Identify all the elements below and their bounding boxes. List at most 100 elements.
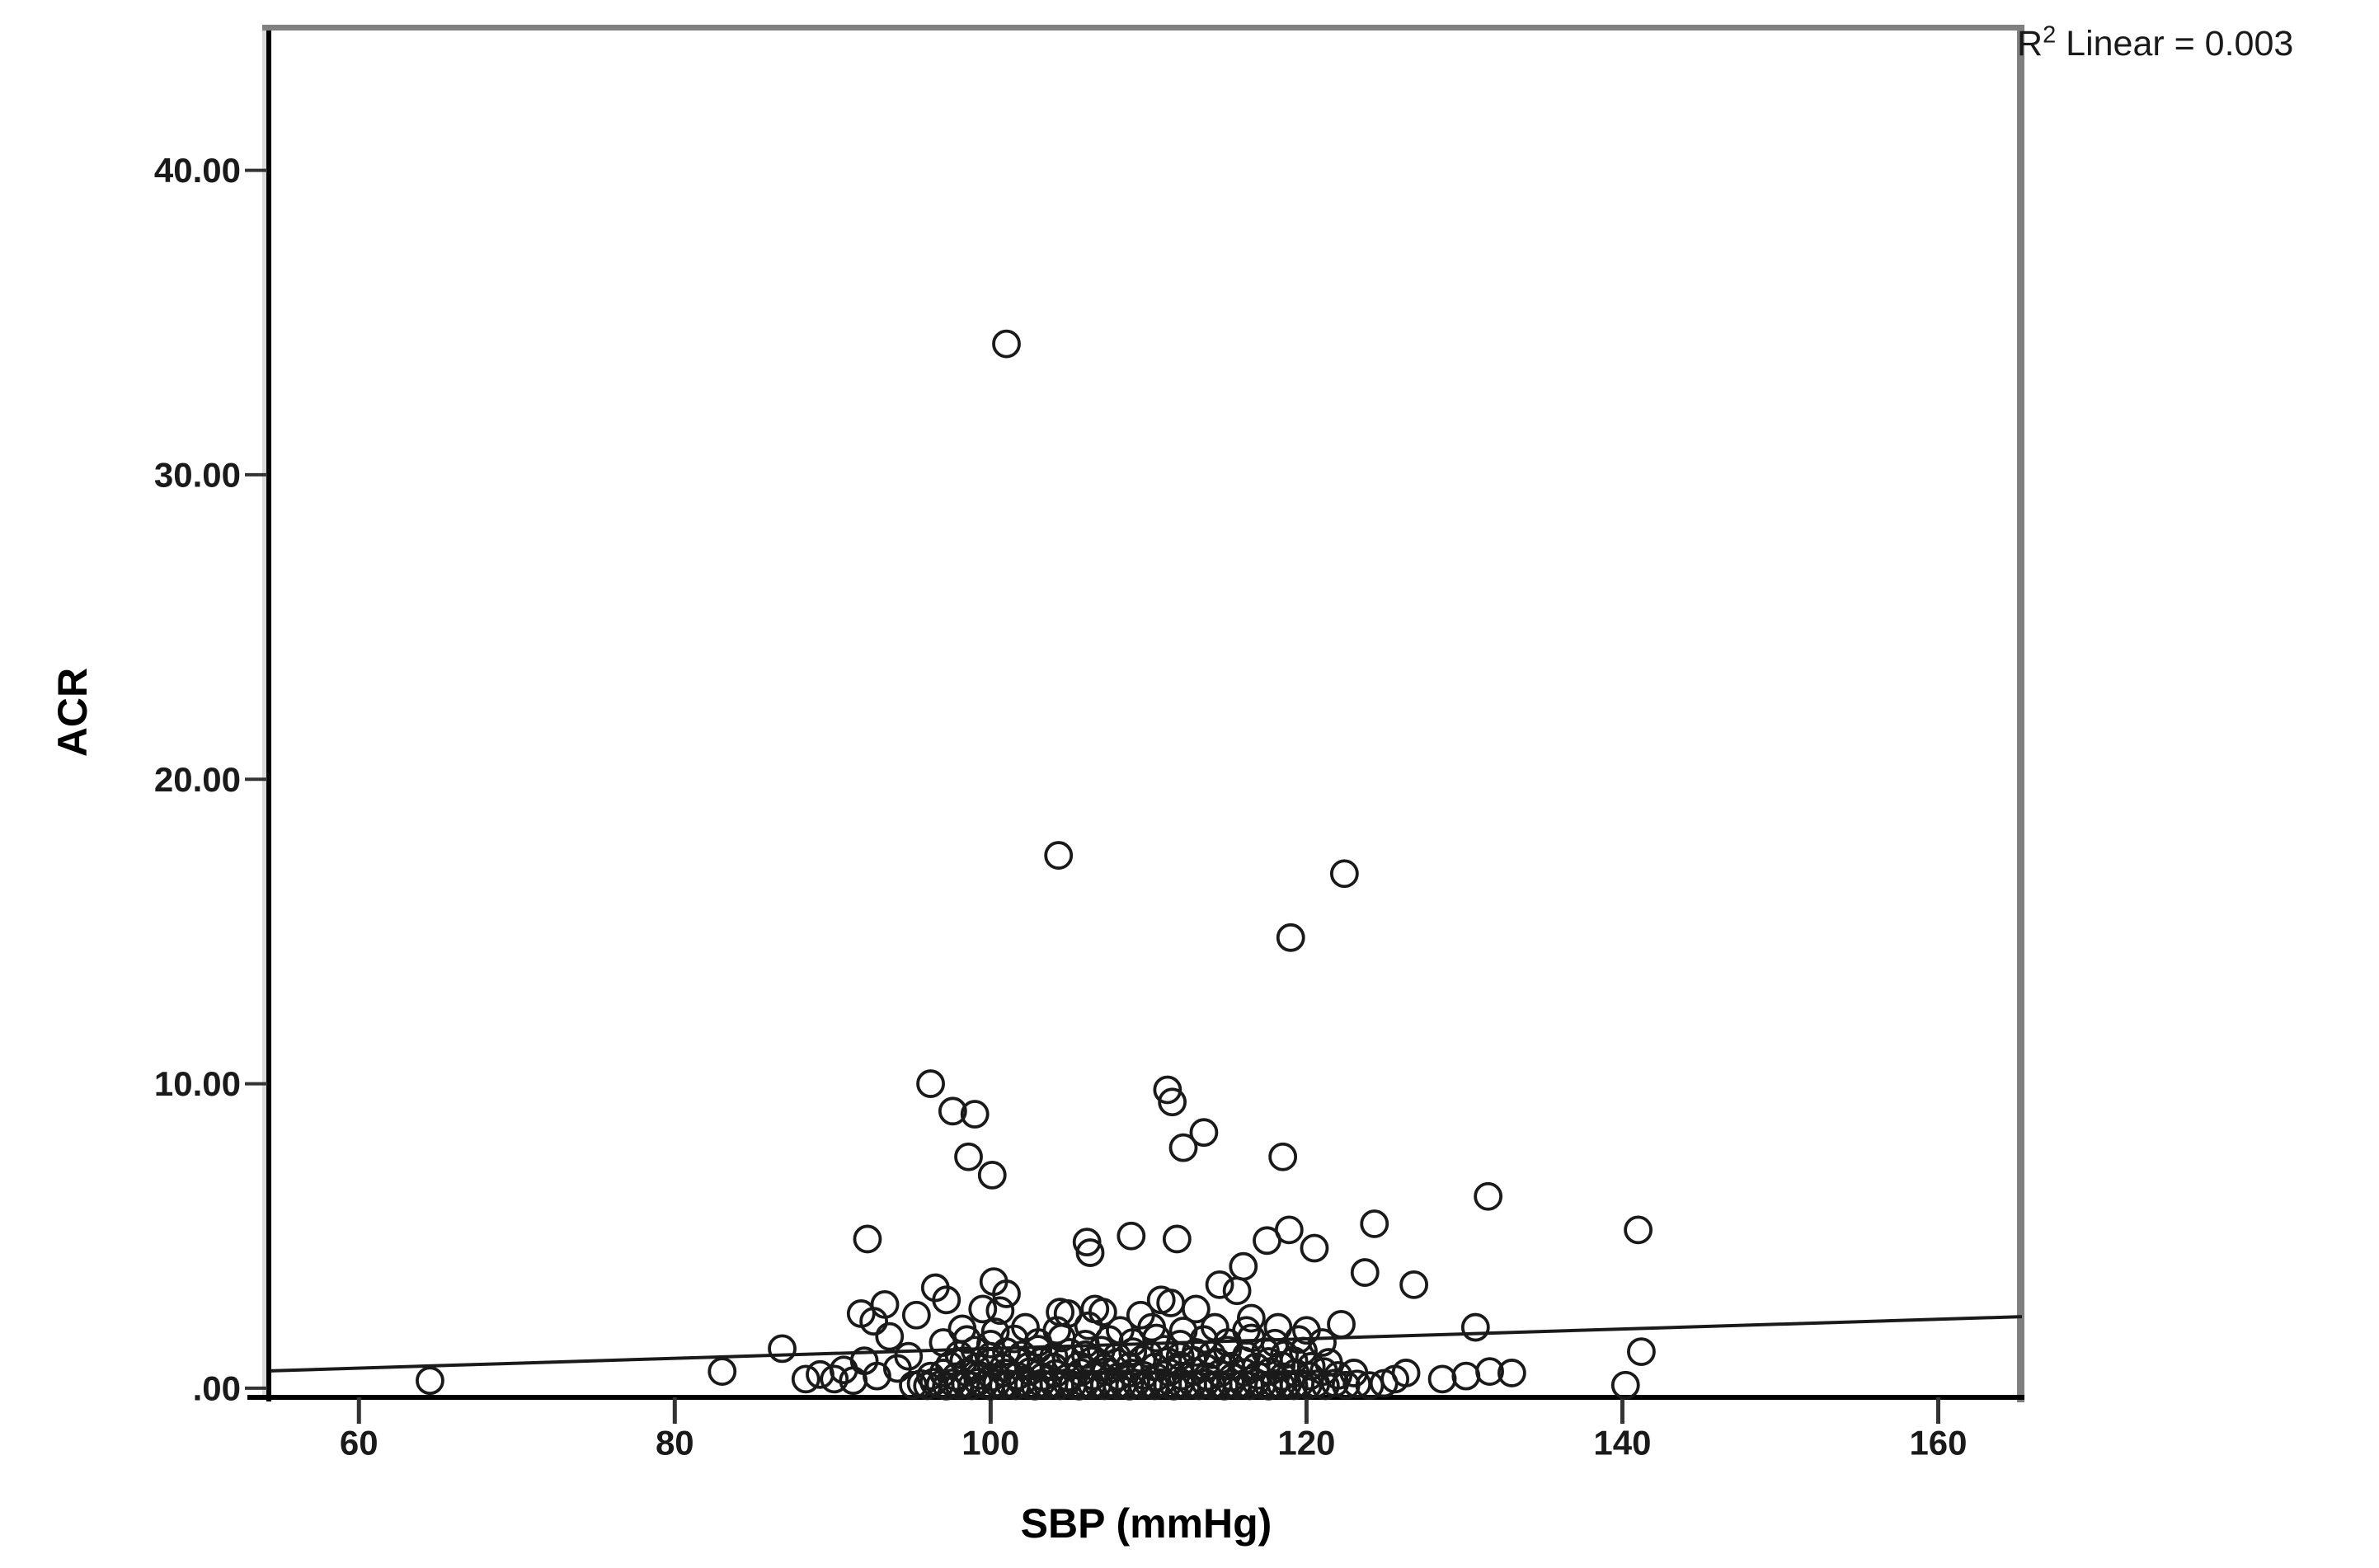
- data-point-marker: [1137, 1312, 1167, 1342]
- data-point-marker: [1181, 1294, 1211, 1324]
- data-point-marker: [947, 1314, 977, 1344]
- data-point-marker: [1055, 1337, 1084, 1367]
- data-point-marker: [416, 1366, 444, 1396]
- r-squared-base: R: [2017, 24, 2043, 63]
- data-point-marker: [1213, 1336, 1243, 1365]
- frame-right-border: [2017, 25, 2024, 1402]
- data-point-marker: [1451, 1361, 1481, 1391]
- data-point-marker: [1044, 841, 1074, 870]
- data-point-marker: [1339, 1359, 1369, 1387]
- y-tick-label: 30.00: [154, 455, 241, 494]
- data-point-marker: [1153, 1075, 1182, 1105]
- data-point-marker: [938, 1096, 967, 1126]
- data-point-marker: [977, 1160, 1007, 1190]
- x-tick-label: 80: [656, 1423, 694, 1462]
- data-point-marker: [1011, 1312, 1040, 1342]
- x-tick-label: 100: [961, 1423, 1019, 1462]
- x-tick-label: 60: [340, 1423, 378, 1462]
- axis-ticks: [245, 168, 1940, 1424]
- data-point-marker: [1168, 1133, 1198, 1162]
- data-point-marker: [875, 1322, 905, 1351]
- data-point-marker: [1200, 1312, 1229, 1342]
- data-point-marker: [1023, 1335, 1053, 1364]
- scatter-points: [416, 329, 1656, 1401]
- data-point-marker: [1627, 1337, 1656, 1366]
- data-point-marker: [916, 1069, 945, 1098]
- data-point-marker: [1232, 1316, 1262, 1345]
- data-point-marker: [992, 1279, 1021, 1308]
- data-point-marker: [1276, 922, 1305, 952]
- data-point-marker: [954, 1142, 983, 1171]
- frame-top-border: [262, 25, 2024, 31]
- y-tick-label: 10.00: [154, 1064, 241, 1103]
- data-point-marker: [820, 1364, 849, 1394]
- data-point-marker: [1369, 1368, 1399, 1398]
- x-tick-label: 160: [1909, 1423, 1967, 1462]
- data-point-marker: [932, 1285, 961, 1315]
- data-point-marker: [1460, 1312, 1490, 1342]
- data-point-marker: [1156, 1289, 1186, 1317]
- data-point-marker: [1074, 1311, 1103, 1340]
- data-point-marker: [1158, 1087, 1187, 1117]
- y-axis-title: ACR: [49, 668, 96, 757]
- data-point-marker: [1075, 1238, 1105, 1267]
- data-point-marker: [1475, 1357, 1504, 1387]
- data-point-marker: [859, 1307, 889, 1336]
- data-point-marker: [1360, 1209, 1389, 1238]
- data-point-marker: [1427, 1364, 1457, 1394]
- data-point-marker: [980, 1317, 1010, 1346]
- data-point-marker: [1070, 1340, 1100, 1369]
- data-point-marker: [1222, 1276, 1252, 1306]
- data-point-marker: [1399, 1270, 1429, 1299]
- data-point-marker: [929, 1359, 958, 1387]
- data-point-marker: [1253, 1226, 1281, 1256]
- data-point-marker: [1497, 1359, 1526, 1387]
- data-point-marker: [1117, 1221, 1146, 1251]
- data-point-marker: [1314, 1348, 1343, 1377]
- x-axis-title: SBP (mmHg): [1021, 1500, 1272, 1547]
- y-tick-label: .00: [193, 1368, 241, 1407]
- data-point-marker: [992, 329, 1021, 359]
- axis-tick-labels: 60 80 100 120 140 160 .00 10.00 20.00 30.00 40.00: [154, 151, 1968, 1462]
- data-point-marker: [1042, 1316, 1072, 1345]
- data-point-marker: [901, 1300, 931, 1330]
- data-point-marker: [1327, 1309, 1356, 1339]
- data-point-marker: [1474, 1181, 1503, 1211]
- data-point-marker: [1291, 1316, 1321, 1345]
- data-point-marker: [894, 1341, 924, 1371]
- frame-left-highlight: [262, 25, 266, 1399]
- data-point-marker: [1610, 1370, 1640, 1400]
- data-point-marker: [960, 1100, 990, 1129]
- r-squared-value-text: Linear = 0.003: [2056, 24, 2294, 63]
- plot-frame: [247, 25, 2024, 1402]
- data-point-marker: [1268, 1142, 1298, 1171]
- data-point-marker: [1162, 1224, 1192, 1254]
- data-point-marker: [1329, 859, 1359, 889]
- r-squared-superscript: 2: [2043, 21, 2057, 49]
- data-point-marker: [1350, 1258, 1380, 1287]
- data-point-marker: [968, 1294, 998, 1324]
- data-point-marker: [863, 1361, 891, 1391]
- data-point-marker: [1236, 1303, 1266, 1333]
- data-point-marker: [768, 1334, 797, 1364]
- data-point-marker: [1205, 1270, 1234, 1299]
- x-tick-label: 120: [1277, 1423, 1335, 1462]
- data-point-marker: [853, 1224, 882, 1254]
- data-point-marker: [1168, 1317, 1198, 1345]
- data-point-marker: [1300, 1233, 1329, 1263]
- data-point-marker: [1189, 1118, 1219, 1148]
- data-point-marker: [1072, 1228, 1102, 1257]
- data-point-marker: [1105, 1316, 1135, 1345]
- data-point-marker: [806, 1359, 835, 1389]
- y-tick-label: 40.00: [154, 151, 241, 190]
- data-point-marker: [1263, 1312, 1293, 1342]
- data-point-marker: [1624, 1215, 1653, 1245]
- data-point-marker: [791, 1364, 820, 1394]
- r-squared-annotation: R2 Linear = 0.003: [2017, 21, 2294, 63]
- frame-left-border: [266, 25, 271, 1401]
- data-point-marker: [1229, 1251, 1258, 1281]
- data-point-marker: [708, 1357, 737, 1387]
- data-point-marker: [1296, 1351, 1326, 1381]
